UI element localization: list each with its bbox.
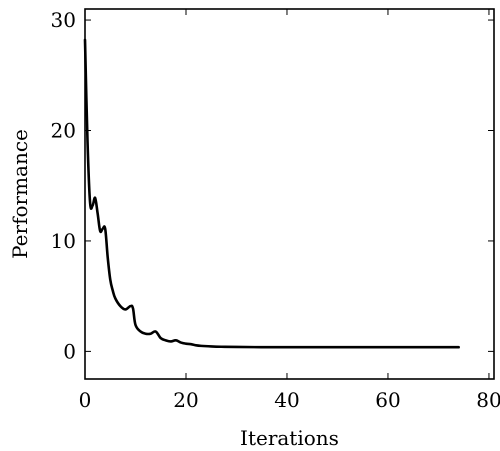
data-point [139,330,142,333]
data-point [94,197,96,199]
data-point [86,140,89,143]
data-point [154,330,157,333]
data-point [114,297,117,300]
data-point [104,227,106,230]
data-point [387,346,389,348]
plot-frame [84,8,495,380]
data-point [220,345,223,348]
data-point [91,204,94,207]
data-point [175,339,177,342]
x-tick-label: 20 [173,388,198,412]
data-point [134,324,137,326]
data-point [96,212,99,215]
x-tick-label: 60 [375,388,400,412]
data-point [106,256,109,259]
x-tick-label: 0 [79,388,92,412]
data-point [185,342,187,345]
data-point [144,332,147,335]
data-point [124,308,127,311]
x-tick-label: 80 [476,388,500,412]
data-point [311,346,314,348]
data-point [286,346,288,348]
data-point [195,344,197,347]
data-point [190,343,192,346]
series-line [83,38,460,349]
data-point [412,346,415,348]
tick-labels-layer: 0 20 40 60 80 0 10 20 30 [51,8,500,412]
data-point [132,307,134,310]
data-point [437,346,440,348]
y-tick-label: 0 [63,339,76,363]
data-point [164,339,167,342]
x-tick-label: 40 [274,388,299,412]
data-point [180,341,182,344]
data-point [235,346,238,348]
data-point [361,346,364,348]
data-point [149,332,152,335]
data-point [260,346,263,348]
data-point [129,305,132,307]
data-point [109,278,112,281]
data-point [89,201,91,204]
data-point [99,230,101,232]
y-tick-label: 20 [51,118,76,142]
ticks-layer [84,9,494,379]
data-point [111,289,114,292]
data-point [170,340,172,343]
data-point [200,345,202,347]
data-point [119,305,122,307]
data-point [210,345,213,348]
data-point [101,227,104,230]
data-point [457,346,460,348]
data-point [336,346,339,348]
y-tick-label: 10 [51,229,76,253]
x-axis-label: Iterations [240,426,339,450]
y-tick-label: 30 [51,8,76,32]
y-axis-label: Performance [8,129,32,259]
series-layer [83,38,460,349]
data-point [159,337,162,339]
